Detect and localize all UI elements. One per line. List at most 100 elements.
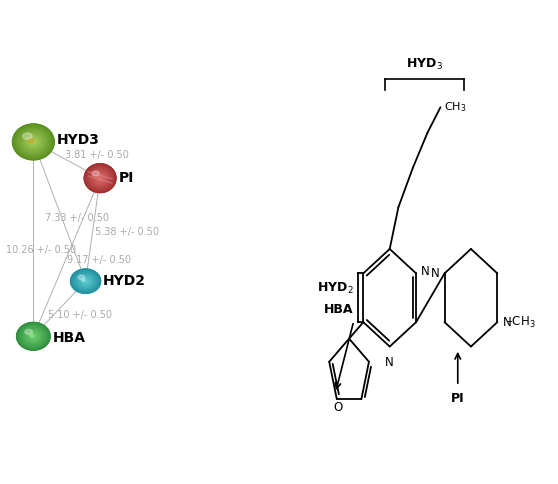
Ellipse shape bbox=[90, 169, 110, 187]
Ellipse shape bbox=[88, 167, 112, 189]
Ellipse shape bbox=[78, 275, 93, 287]
Ellipse shape bbox=[33, 336, 34, 337]
Ellipse shape bbox=[88, 167, 113, 189]
Text: HBA: HBA bbox=[53, 331, 86, 345]
Text: 7.33 +/- 0.50: 7.33 +/- 0.50 bbox=[45, 213, 109, 223]
Ellipse shape bbox=[90, 169, 110, 187]
Ellipse shape bbox=[31, 334, 36, 339]
Ellipse shape bbox=[30, 334, 33, 337]
Ellipse shape bbox=[83, 279, 89, 284]
Ellipse shape bbox=[32, 335, 34, 337]
Ellipse shape bbox=[84, 164, 116, 193]
Ellipse shape bbox=[18, 323, 49, 349]
Ellipse shape bbox=[21, 131, 46, 152]
Ellipse shape bbox=[23, 328, 44, 345]
Ellipse shape bbox=[27, 136, 40, 148]
Ellipse shape bbox=[22, 133, 44, 151]
Ellipse shape bbox=[89, 167, 112, 189]
Ellipse shape bbox=[79, 275, 93, 287]
Ellipse shape bbox=[99, 177, 102, 179]
Ellipse shape bbox=[19, 129, 48, 154]
Ellipse shape bbox=[16, 127, 51, 157]
Ellipse shape bbox=[79, 276, 92, 287]
Ellipse shape bbox=[33, 141, 34, 142]
Ellipse shape bbox=[12, 124, 54, 160]
Ellipse shape bbox=[20, 325, 47, 348]
Ellipse shape bbox=[21, 326, 46, 347]
Ellipse shape bbox=[84, 280, 86, 282]
Text: PI: PI bbox=[119, 171, 134, 185]
Ellipse shape bbox=[85, 281, 86, 282]
Ellipse shape bbox=[93, 172, 107, 185]
Text: 5.10 +/- 0.50: 5.10 +/- 0.50 bbox=[48, 310, 112, 320]
Ellipse shape bbox=[75, 273, 96, 289]
Ellipse shape bbox=[18, 324, 49, 349]
Ellipse shape bbox=[23, 134, 44, 151]
Ellipse shape bbox=[28, 139, 34, 143]
Ellipse shape bbox=[13, 125, 53, 159]
Ellipse shape bbox=[25, 330, 41, 343]
Ellipse shape bbox=[73, 271, 98, 291]
Ellipse shape bbox=[89, 168, 111, 188]
Ellipse shape bbox=[17, 323, 50, 350]
Ellipse shape bbox=[23, 328, 44, 345]
Ellipse shape bbox=[23, 133, 44, 151]
Ellipse shape bbox=[25, 134, 42, 150]
Ellipse shape bbox=[79, 276, 93, 287]
Ellipse shape bbox=[86, 166, 114, 191]
Ellipse shape bbox=[98, 176, 103, 181]
Ellipse shape bbox=[74, 272, 98, 291]
Ellipse shape bbox=[93, 171, 108, 185]
Ellipse shape bbox=[84, 280, 88, 283]
Ellipse shape bbox=[71, 269, 100, 293]
Ellipse shape bbox=[32, 335, 35, 338]
Ellipse shape bbox=[20, 325, 47, 348]
Ellipse shape bbox=[75, 272, 96, 290]
Ellipse shape bbox=[98, 176, 102, 180]
Text: 10.26 +/- 0.50: 10.26 +/- 0.50 bbox=[6, 245, 76, 255]
Ellipse shape bbox=[92, 171, 99, 176]
Ellipse shape bbox=[26, 136, 41, 148]
Ellipse shape bbox=[74, 272, 97, 290]
Ellipse shape bbox=[78, 274, 94, 288]
Ellipse shape bbox=[88, 166, 113, 190]
Ellipse shape bbox=[85, 165, 116, 192]
Ellipse shape bbox=[78, 275, 85, 279]
Ellipse shape bbox=[81, 278, 90, 285]
Ellipse shape bbox=[97, 176, 103, 181]
Ellipse shape bbox=[97, 175, 103, 181]
Ellipse shape bbox=[85, 281, 86, 282]
Ellipse shape bbox=[24, 134, 43, 150]
Ellipse shape bbox=[70, 269, 100, 293]
Text: HYD$_3$: HYD$_3$ bbox=[406, 57, 443, 73]
Text: 3.81 +/- 0.50: 3.81 +/- 0.50 bbox=[65, 150, 129, 160]
Ellipse shape bbox=[25, 135, 42, 149]
Ellipse shape bbox=[23, 328, 43, 344]
Ellipse shape bbox=[81, 279, 85, 281]
Ellipse shape bbox=[95, 174, 105, 182]
Ellipse shape bbox=[87, 166, 113, 190]
Ellipse shape bbox=[81, 277, 90, 285]
Ellipse shape bbox=[78, 275, 94, 287]
Ellipse shape bbox=[32, 335, 35, 337]
Text: N: N bbox=[421, 265, 430, 277]
Ellipse shape bbox=[80, 276, 92, 286]
Ellipse shape bbox=[75, 272, 97, 290]
Ellipse shape bbox=[23, 133, 32, 139]
Ellipse shape bbox=[73, 271, 98, 291]
Ellipse shape bbox=[22, 327, 45, 346]
Ellipse shape bbox=[25, 330, 32, 334]
Ellipse shape bbox=[80, 277, 91, 286]
Text: 9.17 +/- 0.50: 9.17 +/- 0.50 bbox=[67, 255, 131, 265]
Ellipse shape bbox=[28, 332, 39, 341]
Ellipse shape bbox=[27, 331, 40, 342]
Ellipse shape bbox=[28, 137, 39, 146]
Ellipse shape bbox=[30, 333, 37, 339]
Ellipse shape bbox=[99, 177, 102, 180]
Ellipse shape bbox=[27, 332, 39, 341]
Text: HYD$_2$: HYD$_2$ bbox=[317, 281, 354, 296]
Ellipse shape bbox=[21, 132, 45, 152]
Ellipse shape bbox=[29, 333, 37, 340]
Ellipse shape bbox=[17, 323, 49, 349]
Ellipse shape bbox=[22, 132, 45, 152]
